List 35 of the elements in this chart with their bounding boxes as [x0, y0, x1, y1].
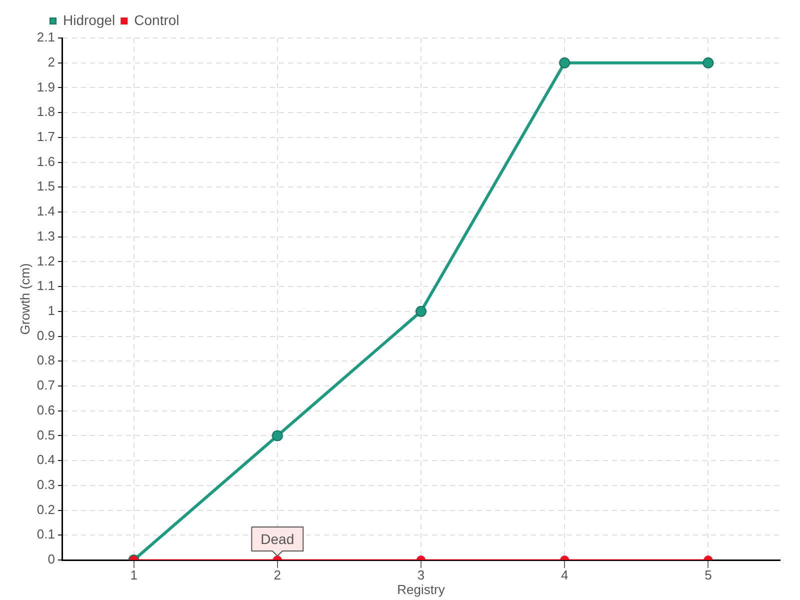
x-tick-label: 4: [560, 567, 568, 582]
y-axis-title: Growth (cm): [17, 263, 32, 335]
y-tick-label: 1.4: [36, 204, 55, 219]
y-tick-label: 0.6: [36, 402, 55, 418]
point: [702, 57, 714, 68]
point: [416, 306, 426, 317]
y-tick-label: 0: [48, 552, 55, 567]
y-tick-label: 1.7: [36, 129, 55, 144]
y-tick-label: 0.1: [36, 526, 55, 542]
y-tick-label: 2.1: [36, 30, 55, 45]
y-tick-label: 1: [48, 303, 55, 318]
y-tick-label: 0.7: [36, 378, 55, 393]
y-tick-label: 1.3: [36, 228, 55, 244]
legend-label: Control: [134, 12, 180, 28]
y-tick-label: 0.4: [36, 452, 55, 468]
y-tick-label: 0.5: [36, 427, 55, 442]
y-tick-label: 1.8: [36, 104, 55, 120]
y-tick-label: 1.9: [36, 79, 55, 94]
y-tick-label: 1.1: [36, 278, 55, 294]
y-tick-label: 0.8: [36, 352, 55, 368]
point: [559, 57, 570, 68]
x-tick-label: 3: [417, 567, 425, 582]
x-tick-label: 2: [274, 567, 282, 582]
y-tick-label: 0.2: [36, 502, 55, 517]
y-tick-label: 1.2: [36, 253, 55, 268]
y-tick-label: 0.3: [36, 477, 55, 492]
x-tick-label: 1: [130, 567, 138, 582]
x-tick-label: 5: [704, 567, 712, 582]
y-tick-label: 1.5: [36, 178, 55, 194]
legend-label: Hidrogel: [63, 12, 116, 28]
y-tick-label: 2: [48, 54, 55, 70]
y-tick-label: 1.6: [36, 154, 55, 169]
annotation: Dead: [260, 530, 294, 547]
x-axis-title: Registry: [397, 582, 446, 597]
y-tick-label: 0.9: [36, 328, 55, 343]
